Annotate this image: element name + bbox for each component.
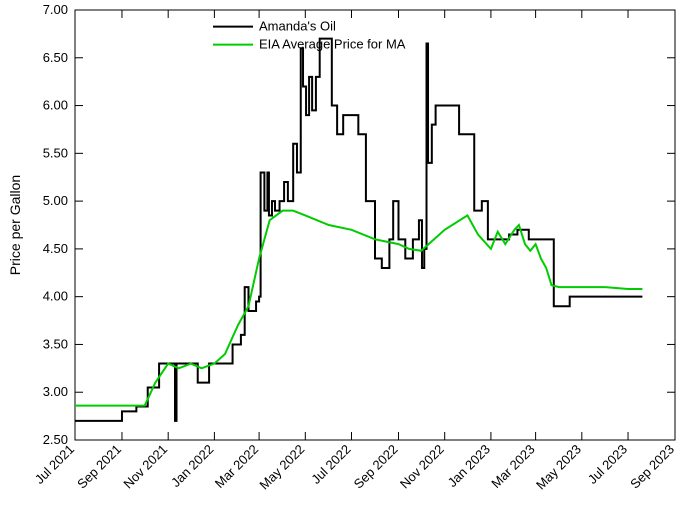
chart-svg: 2.503.003.504.004.505.005.506.006.507.00… (0, 0, 700, 525)
xtick-label: Mar 2022 (212, 442, 261, 491)
ytick-label: 4.50 (43, 241, 68, 256)
xtick-label: Jul 2023 (585, 442, 630, 487)
series-1 (75, 211, 642, 406)
ytick-label: 5.50 (43, 145, 68, 160)
xtick-label: Sep 2021 (74, 442, 124, 492)
xtick-label: Nov 2021 (120, 442, 170, 492)
xtick-label: Nov 2022 (397, 442, 447, 492)
xtick-label: Sep 2022 (351, 442, 401, 492)
xtick-label: May 2022 (256, 442, 307, 493)
ytick-label: 7.00 (43, 2, 68, 17)
xtick-label: May 2023 (533, 442, 584, 493)
xtick-label: Sep 2023 (627, 442, 677, 492)
xtick-label: Jan 2022 (168, 442, 216, 490)
ytick-label: 6.00 (43, 98, 68, 113)
xtick-label: Mar 2023 (488, 442, 537, 491)
ytick-label: 3.00 (43, 384, 68, 399)
legend-label: Amanda's Oil (259, 19, 336, 34)
ytick-label: 5.00 (43, 193, 68, 208)
series-0 (75, 39, 642, 421)
ytick-label: 3.50 (43, 336, 68, 351)
xtick-label: Jul 2022 (308, 442, 353, 487)
xtick-label: Jan 2023 (445, 442, 493, 490)
legend-label: EIA Average Price for MA (259, 37, 406, 52)
xtick-label: Jul 2021 (32, 442, 77, 487)
chart-container: 2.503.003.504.004.505.005.506.006.507.00… (0, 0, 700, 525)
ytick-label: 6.50 (43, 50, 68, 65)
y-axis-label: Price per Gallon (7, 175, 23, 275)
ytick-label: 4.00 (43, 289, 68, 304)
